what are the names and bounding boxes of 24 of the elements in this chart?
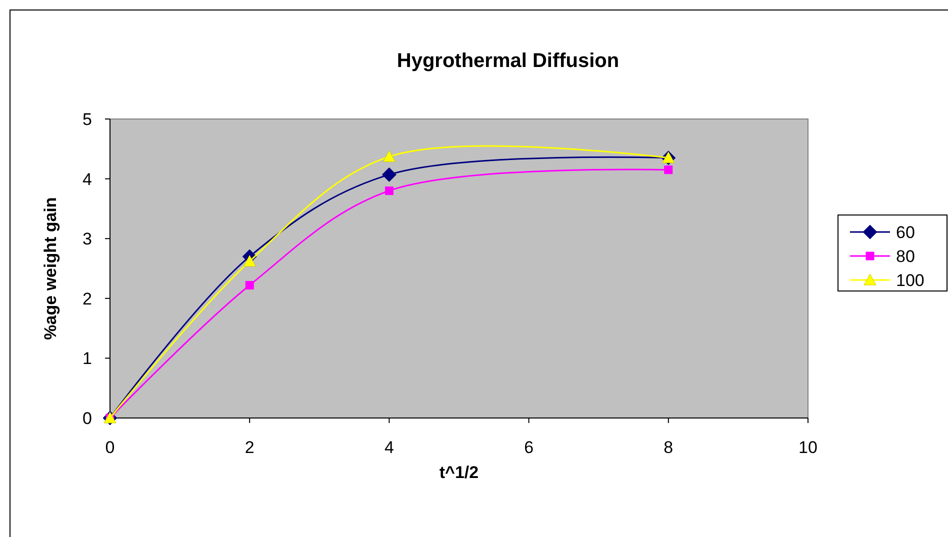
y-tick-label: 2 xyxy=(82,289,92,308)
legend-label: 100 xyxy=(896,271,924,290)
x-tick-label: 4 xyxy=(384,438,394,457)
x-tick-label: 0 xyxy=(105,438,115,457)
x-tick-label: 2 xyxy=(244,438,254,457)
point xyxy=(382,150,396,162)
y-tick-label: 5 xyxy=(82,110,92,129)
legend-label: 80 xyxy=(896,247,915,266)
y-tick-label: 0 xyxy=(82,409,92,428)
y-axis-title: %age weight gain xyxy=(41,197,60,340)
point xyxy=(243,255,256,267)
legend-label: 60 xyxy=(896,223,915,242)
point xyxy=(384,186,394,196)
point xyxy=(245,280,254,290)
chart-title: Hygrothermal Diffusion xyxy=(396,50,620,72)
y-tick-label: 4 xyxy=(82,170,92,189)
x-tick-label: 6 xyxy=(524,438,534,457)
x-axis-title: t^1/2 xyxy=(439,463,479,482)
y-tick-label: 1 xyxy=(82,349,92,368)
x-tick-label: 10 xyxy=(798,438,818,457)
point xyxy=(664,166,673,174)
point xyxy=(382,167,396,182)
y-tick-label: 3 xyxy=(82,230,92,249)
x-tick-label: 8 xyxy=(664,438,674,457)
